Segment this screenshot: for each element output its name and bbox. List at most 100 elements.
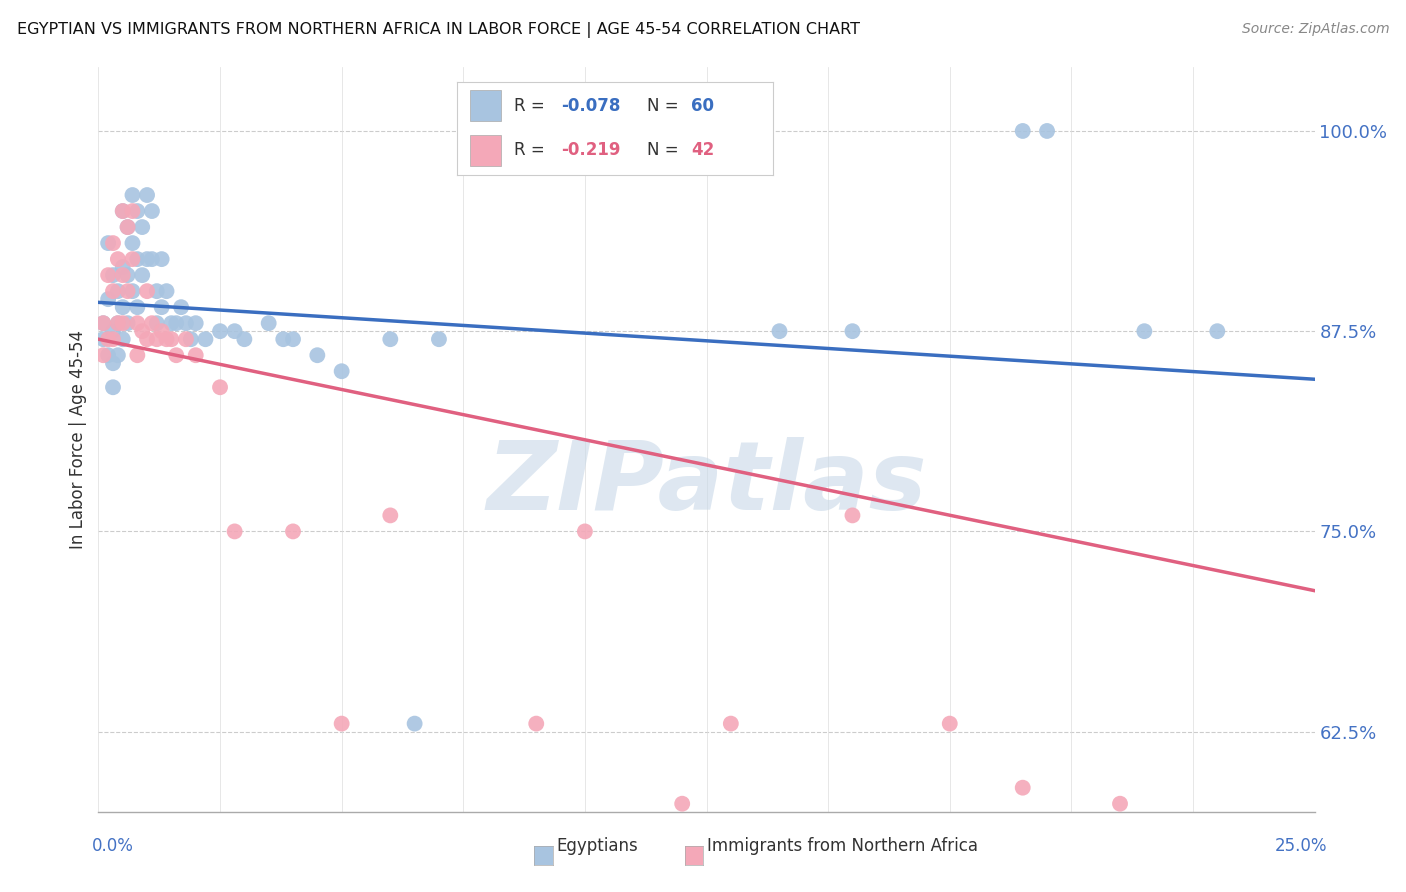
Point [141, 252, 163, 266]
Point [1011, 124, 1033, 138]
Point [150, 252, 173, 266]
Point [121, 204, 143, 219]
Point [671, 797, 693, 811]
Point [841, 324, 863, 338]
Point [136, 332, 159, 346]
Point [155, 332, 177, 346]
Point [127, 252, 149, 266]
Point [209, 380, 232, 394]
Point [97, 332, 120, 346]
Point [107, 252, 129, 266]
Point [768, 324, 790, 338]
Point [111, 204, 134, 219]
Point [165, 348, 187, 362]
Point [720, 716, 742, 731]
Text: EGYPTIAN VS IMMIGRANTS FROM NORTHERN AFRICA IN LABOR FORCE | AGE 45-54 CORRELATI: EGYPTIAN VS IMMIGRANTS FROM NORTHERN AFR… [17, 22, 860, 38]
Point [111, 332, 134, 346]
Text: Immigrants from Northern Africa: Immigrants from Northern Africa [707, 837, 979, 855]
Point [91, 316, 114, 330]
Point [1133, 324, 1156, 338]
Point [91, 316, 114, 330]
Point [194, 332, 217, 346]
Point [146, 332, 169, 346]
Point [209, 324, 232, 338]
Point [174, 316, 197, 330]
Point [101, 332, 124, 346]
Point [117, 220, 139, 235]
Point [150, 324, 173, 338]
Point [281, 332, 304, 346]
Text: 25.0%: 25.0% [1275, 837, 1327, 855]
Point [111, 300, 134, 314]
Point [380, 508, 402, 523]
Point [121, 188, 143, 202]
Point [184, 316, 207, 330]
Point [107, 316, 129, 330]
Point [117, 268, 139, 282]
Point [146, 316, 169, 330]
Point [841, 508, 863, 523]
Point [97, 236, 120, 251]
Point [165, 316, 187, 330]
Point [427, 332, 450, 346]
Point [101, 380, 124, 394]
Point [97, 268, 120, 282]
Point [224, 324, 246, 338]
Point [131, 268, 153, 282]
Y-axis label: In Labor Force | Age 45-54: In Labor Force | Age 45-54 [69, 330, 87, 549]
Point [107, 316, 129, 330]
Point [1036, 124, 1059, 138]
Point [121, 284, 143, 298]
Point [121, 252, 143, 266]
Point [307, 348, 329, 362]
Point [233, 332, 256, 346]
Point [155, 284, 177, 298]
Point [121, 236, 143, 251]
Point [101, 324, 124, 338]
Point [97, 348, 120, 362]
Point [574, 524, 596, 539]
Point [1011, 780, 1033, 795]
Point [127, 204, 149, 219]
Point [524, 716, 547, 731]
Point [97, 292, 120, 306]
Point [117, 284, 139, 298]
Point [141, 204, 163, 219]
Point [117, 316, 139, 330]
Point [330, 716, 353, 731]
Point [141, 316, 163, 330]
Point [111, 260, 134, 274]
Point [91, 332, 114, 346]
Point [107, 348, 129, 362]
Point [281, 524, 304, 539]
Text: Egyptians: Egyptians [557, 837, 638, 855]
Point [111, 268, 134, 282]
Point [224, 524, 246, 539]
Point [91, 348, 114, 362]
Point [136, 188, 159, 202]
Point [101, 284, 124, 298]
Point [107, 284, 129, 298]
Point [404, 716, 426, 731]
Point [184, 348, 207, 362]
Point [146, 284, 169, 298]
Text: 0.0%: 0.0% [91, 837, 134, 855]
Point [160, 332, 183, 346]
Point [101, 268, 124, 282]
Point [127, 316, 149, 330]
Text: Source: ZipAtlas.com: Source: ZipAtlas.com [1241, 22, 1389, 37]
Point [131, 324, 153, 338]
Point [174, 332, 197, 346]
Point [111, 316, 134, 330]
Point [330, 364, 353, 378]
Point [180, 332, 202, 346]
Point [1109, 797, 1132, 811]
Point [117, 220, 139, 235]
Point [170, 300, 193, 314]
Point [127, 348, 149, 362]
Point [271, 332, 294, 346]
Point [101, 236, 124, 251]
Point [257, 316, 280, 330]
Point [380, 332, 402, 346]
Point [127, 300, 149, 314]
